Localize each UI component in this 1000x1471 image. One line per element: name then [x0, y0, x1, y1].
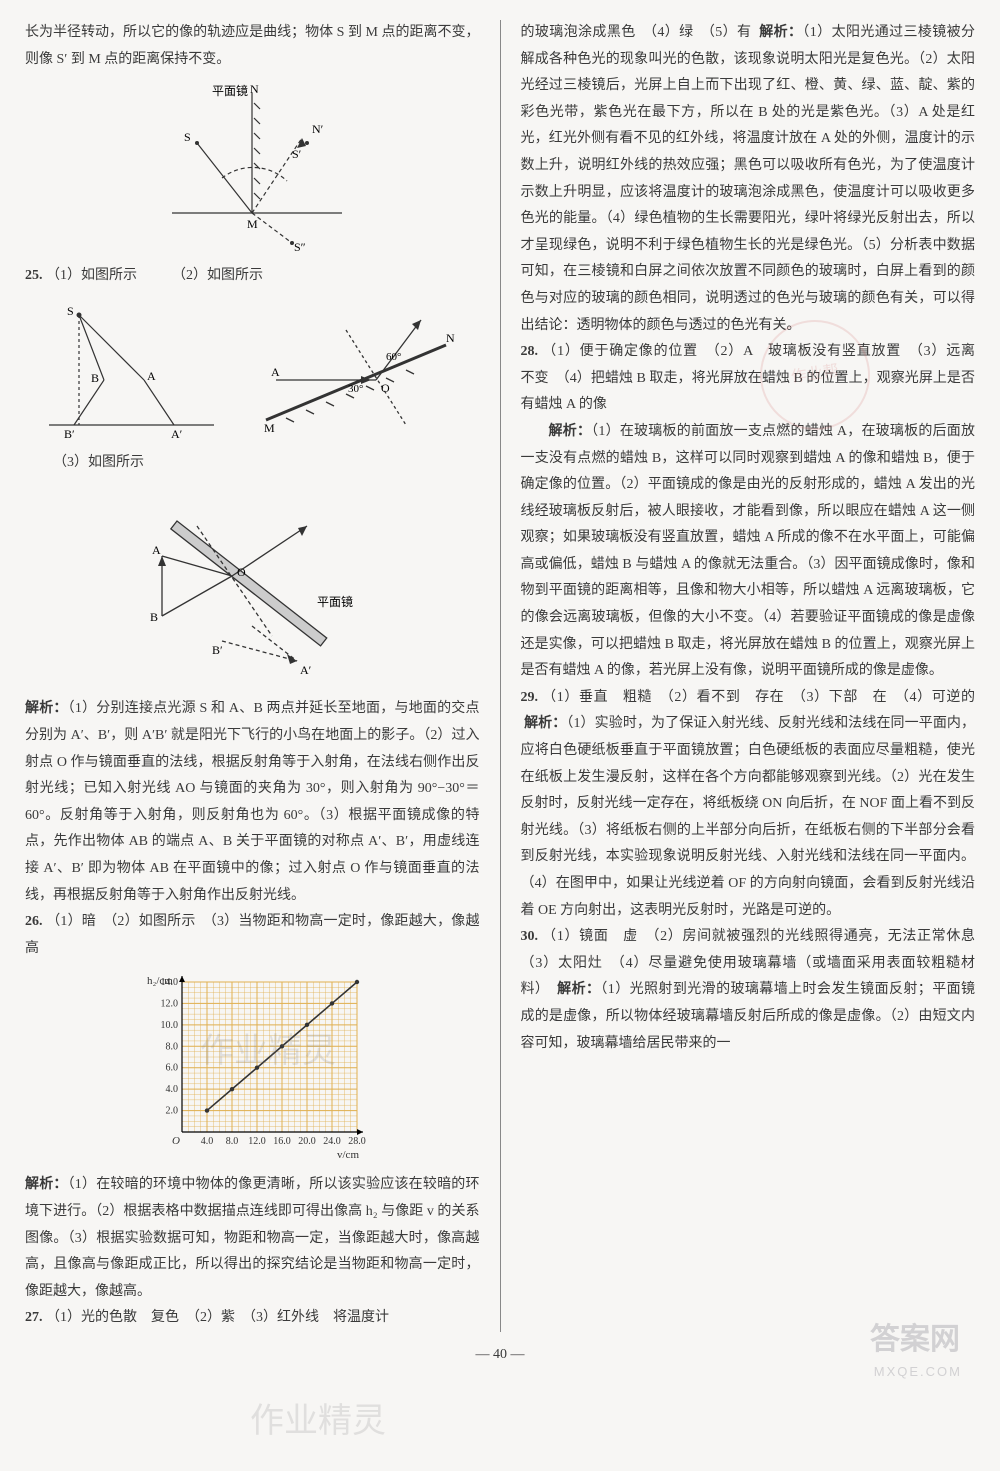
- svg-text:N′: N′: [312, 122, 324, 136]
- chart-figure: 4.0 8.0 12.0 16.0 20.0 24.0 28.0 2.0 4.0 6.0 8.0 10…: [25, 972, 480, 1162]
- svg-text:10.0: 10.0: [161, 1020, 179, 1031]
- analysis-label: 解析：: [759, 25, 802, 40]
- svg-text:平面镜: 平面镜: [317, 594, 353, 609]
- q30-block: 30. （1）镜面 虚 （2）房间就被强烈的光线照得通亮，无法正常休息 （3）太…: [521, 924, 976, 1057]
- intro-text: 长为半径转动，所以它的像的轨迹应是曲线；物体 S 到 M 点的距离不变，则像 S…: [25, 20, 480, 73]
- q25-number: 25.: [25, 268, 43, 283]
- svg-text:2.0: 2.0: [166, 1106, 179, 1117]
- q25-part-b: （2）如图所示: [172, 268, 263, 283]
- figure-row: S A B A′ B′: [25, 300, 480, 440]
- figure-4: A B A′ B′ O 平面镜: [25, 486, 480, 686]
- q29-block: 29. （1）垂直 粗糙 （2）看不到 存在 （3）下部 在 （4）可逆的 解析…: [521, 685, 976, 924]
- left-column: 长为半径转动，所以它的像的轨迹应是曲线；物体 S 到 M 点的距离不变，则像 S…: [25, 20, 480, 1332]
- svg-text:6.0: 6.0: [166, 1063, 179, 1074]
- q29-analysis-text: （1）实验时，为了保证入射光线、反射光线和法线在同一平面内，应将白色硬纸板垂直于…: [521, 716, 976, 917]
- svg-text:B′: B′: [64, 427, 75, 440]
- svg-text:S: S: [184, 130, 191, 144]
- q25-header: 25. （1）如图所示 （2）如图所示: [25, 263, 480, 290]
- svg-text:A′: A′: [300, 663, 312, 677]
- svg-text:M: M: [247, 217, 258, 231]
- right-column: 的玻璃泡涂成黑色 （4）绿 （5）有 解析：（1）太阳光通过三棱镜被分解成各种色…: [521, 20, 976, 1332]
- analysis-label: 解析：: [549, 424, 592, 439]
- q28-analysis-text: （1）在玻璃板的前面放一支点燃的蜡烛 A，在玻璃板的后面放一支没有点燃的蜡烛 B…: [521, 424, 976, 678]
- svg-text:S″: S″: [294, 240, 306, 253]
- page-footer: — 40 —: [25, 1342, 975, 1369]
- q27-line: 27. （1）光的色散 复色 （2）紫 （3）红外线 将温度计: [25, 1305, 480, 1332]
- q25-analysis: 解析：（1）分别连接点光源 S 和 A、B 两点并延长至地面，与地面的交点分别为…: [25, 696, 480, 909]
- svg-text:平面镜: 平面镜: [212, 83, 248, 98]
- q28-analysis: 解析：（1）在玻璃板的前面放一支点燃的蜡烛 A，在玻璃板的后面放一支没有点燃的蜡…: [521, 419, 976, 685]
- q25-analysis-text: （1）分别连接点光源 S 和 A、B 两点并延长至地面，与地面的交点分别为 A′…: [25, 701, 480, 902]
- q26-answers: （1）暗 （2）如图所示 （3）当物距和物高一定时，像距越大，像越高: [25, 914, 480, 956]
- svg-text:60°: 60°: [386, 351, 401, 363]
- q26-number: 26.: [25, 914, 43, 929]
- analysis-label: 解析：: [524, 716, 566, 731]
- svg-text:B′: B′: [212, 643, 223, 657]
- q28-block: 28. （1）便于确定像的位置 （2）A 玻璃板没有竖直放置 （3）远离 不变 …: [521, 339, 976, 419]
- svg-text:B: B: [150, 610, 158, 624]
- figure-1: N N′ S S′ S″ M 平面镜: [25, 83, 480, 253]
- svg-text:O: O: [381, 381, 390, 395]
- svg-text:A: A: [147, 369, 156, 383]
- svg-text:A: A: [152, 543, 161, 557]
- q27-cont-text: 的玻璃泡涂成黑色 （4）绿 （5）有: [521, 25, 752, 40]
- column-divider: [500, 20, 501, 1332]
- svg-text:12.0: 12.0: [161, 999, 179, 1010]
- svg-text:28.0: 28.0: [349, 1136, 367, 1147]
- q27-number: 27.: [25, 1310, 43, 1325]
- svg-text:S′: S′: [292, 147, 302, 161]
- svg-text:8.0: 8.0: [166, 1042, 179, 1053]
- q27-analysis-text: （1）太阳光通过三棱镜被分解成各种色光的现象叫光的色散，该现象说明太阳光是复色光…: [521, 25, 976, 333]
- svg-text:16.0: 16.0: [274, 1136, 292, 1147]
- svg-text:8.0: 8.0: [226, 1136, 239, 1147]
- svg-text:h₂/cm: h₂/cm: [147, 975, 173, 987]
- svg-text:S: S: [67, 304, 74, 318]
- figure-3: A M N O 30° 60°: [246, 310, 466, 440]
- q30-number: 30.: [521, 929, 539, 944]
- svg-text:20.0: 20.0: [299, 1136, 317, 1147]
- analysis-label: 解析：: [25, 1177, 68, 1192]
- q26-line: 26. （1）暗 （2）如图所示 （3）当物距和物高一定时，像距越大，像越高: [25, 909, 480, 962]
- watermark-text: 作业精灵: [250, 1390, 386, 1455]
- svg-text:M: M: [264, 421, 275, 435]
- svg-text:O: O: [237, 565, 246, 579]
- svg-text:12.0: 12.0: [249, 1136, 267, 1147]
- analysis-label: 解析：: [557, 982, 600, 997]
- svg-text:N: N: [446, 331, 455, 345]
- svg-text:30°: 30°: [348, 383, 363, 395]
- q26-analysis: 解析：（1）在较暗的环境中物体的像更清晰，所以该实验应该在较暗的环境下进行。（2…: [25, 1172, 480, 1305]
- svg-text:B: B: [91, 371, 99, 385]
- figure-2: S A B A′ B′: [39, 300, 219, 440]
- svg-text:O: O: [172, 1135, 180, 1147]
- q25-part-a: （1）如图所示: [46, 268, 137, 283]
- analysis-label: 解析：: [25, 701, 68, 716]
- q27-answers: （1）光的色散 复色 （2）紫 （3）红外线 将温度计: [46, 1310, 389, 1325]
- svg-text:4.0: 4.0: [201, 1136, 214, 1147]
- q29-number: 29.: [521, 690, 539, 705]
- q29-answers: （1）垂直 粗糙 （2）看不到 存在 （3）下部 在 （4）可逆的: [542, 690, 975, 705]
- svg-text:24.0: 24.0: [324, 1136, 342, 1147]
- q28-answers: （1）便于确定像的位置 （2）A 玻璃板没有竖直放置 （3）远离 不变 （4）把…: [521, 344, 990, 412]
- svg-text:N: N: [250, 83, 259, 96]
- svg-text:A: A: [271, 365, 280, 379]
- q28-number: 28.: [521, 344, 539, 359]
- q26-analysis-text: （1）在较暗的环境中物体的像更清晰，所以该实验应该在较暗的环境下进行。（2）根据…: [25, 1177, 480, 1298]
- svg-text:v/cm: v/cm: [337, 1149, 359, 1161]
- svg-text:4.0: 4.0: [166, 1084, 179, 1095]
- q25-part-c: （3）如图所示: [25, 450, 480, 477]
- svg-text:A′: A′: [171, 427, 183, 440]
- q27-continued: 的玻璃泡涂成黑色 （4）绿 （5）有 解析：（1）太阳光通过三棱镜被分解成各种色…: [521, 20, 976, 339]
